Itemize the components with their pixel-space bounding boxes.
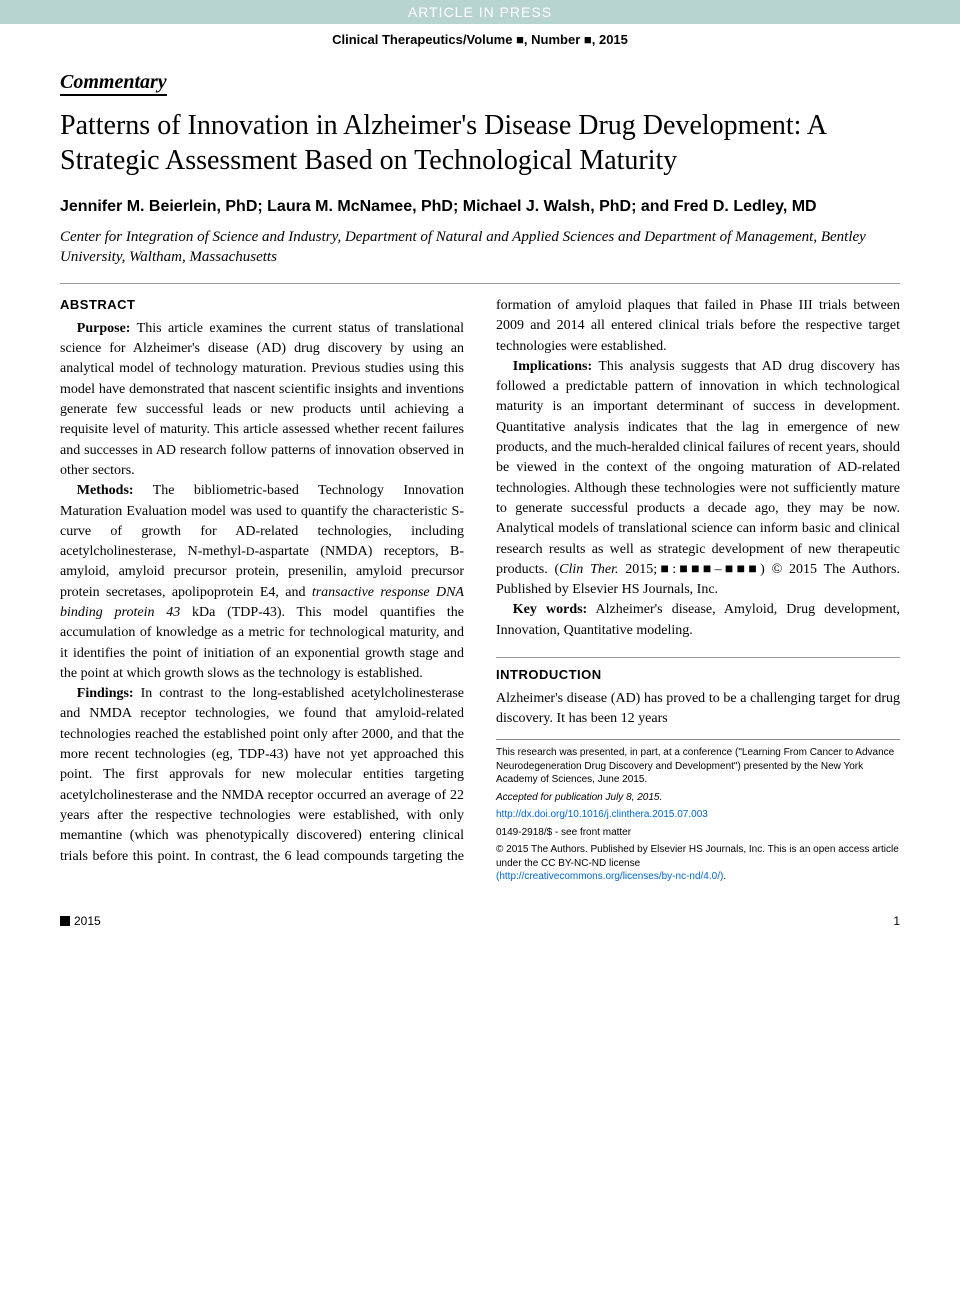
footnote-accepted: Accepted for publication July 8, 2015. bbox=[496, 791, 900, 805]
footnote-conference: This research was presented, in part, at… bbox=[496, 746, 900, 787]
intro-block: INTRODUCTION Alzheimer's disease (AD) ha… bbox=[496, 657, 900, 729]
commentary-label-wrap: Commentary bbox=[60, 71, 900, 108]
two-column-body: ABSTRACT Purpose: This article examines … bbox=[60, 296, 900, 884]
black-box-icon bbox=[60, 916, 70, 926]
footnote-block: This research was presented, in part, at… bbox=[496, 739, 900, 884]
findings-label: Findings: bbox=[77, 686, 134, 701]
license-link[interactable]: (http://creativecommons.org/licenses/by-… bbox=[496, 871, 723, 882]
abstract-implications: Implications: This analysis suggests tha… bbox=[496, 357, 900, 601]
purpose-label: Purpose: bbox=[77, 321, 131, 336]
introduction-heading: INTRODUCTION bbox=[496, 666, 900, 685]
authors-line: Jennifer M. Beierlein, PhD; Laura M. McN… bbox=[60, 198, 900, 216]
footer-left: 2015 bbox=[60, 914, 101, 928]
citation-italic: Clin Ther. bbox=[559, 562, 618, 577]
header-divider bbox=[60, 283, 900, 284]
doi-link[interactable]: http://dx.doi.org/10.1016/j.clinthera.20… bbox=[496, 809, 708, 820]
implications-text: This analysis suggests that AD drug disc… bbox=[496, 359, 900, 577]
article-in-press-banner: ARTICLE IN PRESS bbox=[0, 0, 960, 24]
page-footer: 2015 1 bbox=[60, 914, 900, 928]
footnote-copyright: © 2015 The Authors. Published by Elsevie… bbox=[496, 843, 900, 884]
footnote-issn: 0149-2918/$ - see front matter bbox=[496, 826, 900, 840]
implications-label: Implications: bbox=[513, 359, 592, 374]
affiliation: Center for Integration of Science and In… bbox=[60, 228, 900, 267]
abstract-keywords: Key words: Alzheimer's disease, Amyloid,… bbox=[496, 600, 900, 641]
footnote-doi: http://dx.doi.org/10.1016/j.clinthera.20… bbox=[496, 808, 900, 822]
page-container: ARTICLE IN PRESS Clinical Therapeutics/V… bbox=[0, 0, 960, 1290]
abstract-methods: Methods: The bibliometric-based Technolo… bbox=[60, 481, 464, 684]
abstract-purpose: Purpose: This article examines the curre… bbox=[60, 319, 464, 481]
intro-divider bbox=[496, 657, 900, 658]
journal-info: Clinical Therapeutics/Volume ■, Number ■… bbox=[60, 32, 900, 47]
methods-label: Methods: bbox=[77, 483, 134, 498]
article-title: Patterns of Innovation in Alzheimer's Di… bbox=[60, 108, 900, 178]
keywords-label: Key words: bbox=[513, 602, 587, 617]
methods-small-d: D bbox=[246, 544, 255, 558]
intro-paragraph: Alzheimer's disease (AD) has proved to b… bbox=[496, 689, 900, 730]
footer-page-number: 1 bbox=[893, 914, 900, 928]
commentary-label: Commentary bbox=[60, 71, 167, 96]
footer-year: 2015 bbox=[74, 914, 101, 928]
copyright-text: © 2015 The Authors. Published by Elsevie… bbox=[496, 844, 899, 869]
abstract-heading: ABSTRACT bbox=[60, 296, 464, 315]
purpose-text: This article examines the current status… bbox=[60, 321, 464, 478]
footnote-divider bbox=[496, 739, 900, 740]
